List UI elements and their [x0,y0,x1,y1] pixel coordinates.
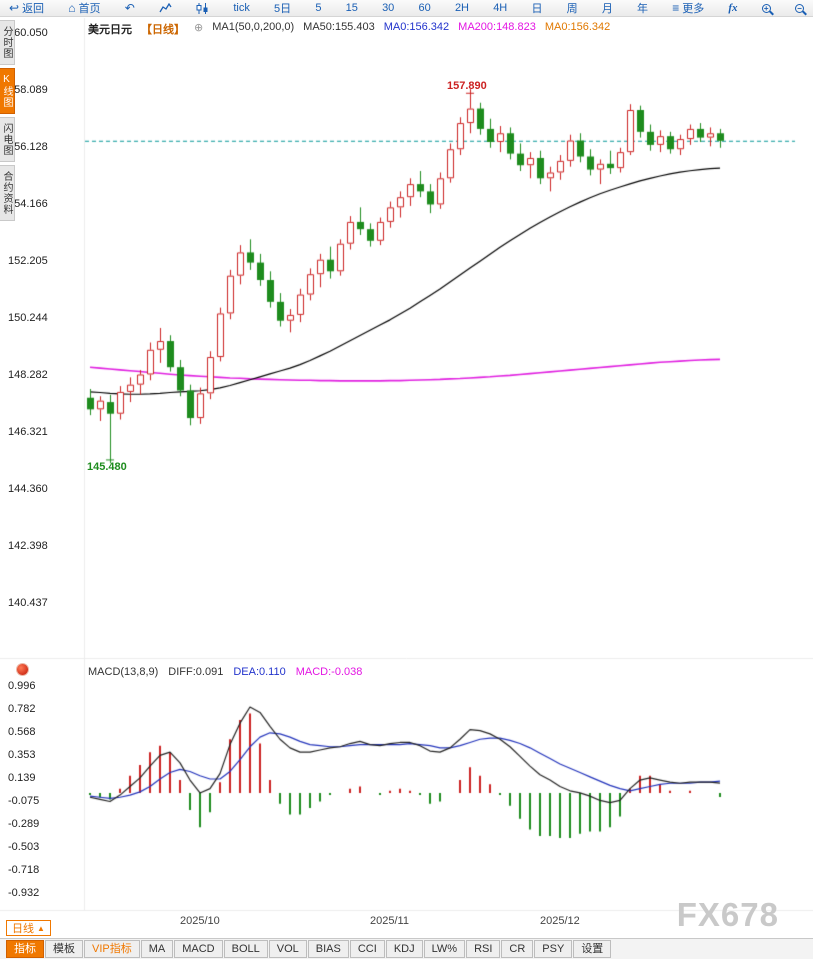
undo-arrow-icon: ↶ [124,1,135,15]
zoom-out-icon: − [794,3,804,13]
period-60-button-label: 60 [418,2,431,14]
chart-title: 美元日元 [88,24,132,36]
watermark: FX678 [676,896,779,933]
period-15-button-label: 15 [345,2,358,14]
period-day-button-label: 日 [531,3,543,15]
period-year-button[interactable]: 年 [634,0,651,16]
period-5day-button[interactable]: 5日 [271,0,294,16]
tab-lwr[interactable]: LW% [423,940,466,958]
bottom-indicator-bar: 指标 模板 VIP指标 MA MACD BOLL VOL BIAS CCI KDJ LW% RSI CR… [0,938,813,959]
line-chart-icon [159,2,172,12]
macd-dea-value: DEA:0.110 [233,666,286,678]
tab-ma[interactable]: MA [140,940,174,958]
period-5-button-label: 5 [315,2,322,14]
period-5day-button-label: 5日 [274,3,292,15]
period-2h-button-label: 2H [454,2,469,14]
x-axis-labels: 2025/10 2025/11 2025/12 [0,915,813,929]
zoom-in-icon: + [761,3,771,13]
sidebar-item-contract-info[interactable]: 合约资料 [0,165,15,221]
back-arrow-icon: ↩ [9,1,20,15]
tab-cci[interactable]: CCI [349,940,385,958]
dropdown-arrow-icon: ▲ [37,923,45,933]
tab-vol[interactable]: VOL [268,940,307,958]
macd-params-label: MACD(13,8,9) [88,666,159,678]
x-axis-label: 2025/11 [370,915,409,927]
more-button[interactable]: ≡ 更多 [669,0,707,16]
current-period-text: 日线 [12,923,34,935]
period-30-button[interactable]: 30 [379,2,397,14]
chart-header: 美元日元 【日线】 ⊕ MA1(50,0,200,0) MA50:155.403 MA0:… [88,21,610,37]
home-icon: ⌂ [68,1,76,15]
high-price-label: 157.890 [447,79,487,92]
period-tick-button-label: tick [233,2,250,14]
zoom-out-button[interactable]: − [792,3,807,13]
more-button-label: 更多 [682,3,705,15]
period-month-button-label: 月 [601,3,613,15]
zoom-in-button[interactable]: + [759,3,774,13]
period-2h-button[interactable]: 2H [452,2,472,14]
formula-button-label: fx [728,2,738,14]
period-4h-button-label: 4H [493,2,508,14]
chart-type-sidebar: 分时图 K线图闪电图合约资料 [0,20,15,221]
refresh-button[interactable]: ↶ [122,2,138,14]
tab-rsi[interactable]: RSI [466,940,501,958]
tab-bias[interactable]: BIAS [307,940,349,958]
tab-cr[interactable]: CR [501,940,534,958]
macd-header: MACD(13,8,9) DIFF:0.091 DEA:0.110 MACD:-0.0… [88,666,362,678]
candle-chart-button[interactable] [193,2,212,14]
ma200-value: MA200:148.823 [458,21,536,33]
home-button-label: 首页 [78,3,101,15]
period-60-button[interactable]: 60 [416,2,434,14]
sidebar-item-kline-chart[interactable]: K线图 [0,68,15,114]
sidebar-item-time-chart[interactable]: 分时图 [0,20,15,65]
formula-button[interactable]: fx [725,2,740,14]
period-4h-button[interactable]: 4H [490,2,510,14]
ma0-value-blue: MA0:156.342 [383,21,450,33]
top-toolbar: ↩ 返回 ⌂ 首页 ↶ tick 5日 5 15 30 60 2H 4H 日 周 月 年 ≡ 更多 fx + − [0,0,813,17]
x-axis-label: 2025/12 [540,915,580,927]
back-button-label: 返回 [22,3,45,15]
ma0-value-orange: MA0:156.342 [544,21,611,33]
period-30-button-label: 30 [382,2,395,14]
line-chart-button[interactable] [156,2,175,14]
candle-chart-icon [196,2,208,14]
indicator-settings-icon[interactable] [17,664,28,675]
period-month-button[interactable]: 月 [599,0,616,16]
tab-boll[interactable]: BOLL [223,940,268,958]
period-year-button-label: 年 [637,3,648,15]
menu-icon: ≡ [672,1,680,15]
chart-period-label: 【日线】 [141,24,185,36]
period-week-button-label: 周 [566,3,578,15]
period-week-button[interactable]: 周 [564,0,581,16]
sidebar-item-lightning-chart[interactable]: 闪电图 [0,117,15,162]
current-period-button[interactable]: 日线 ▲ [6,920,51,936]
tab-indicator[interactable]: 指标 [6,940,44,958]
low-price-label: 145.480 [87,461,127,474]
x-axis-label: 2025/10 [180,915,220,927]
period-day-button[interactable]: 日 [528,0,545,16]
home-button[interactable]: ⌂ 首页 [65,0,103,16]
tab-macd[interactable]: MACD [174,940,223,958]
period-15-button[interactable]: 15 [343,2,361,14]
ma-params-label: MA1(50,0,200,0) [212,21,295,33]
period-tick-button[interactable]: tick [230,2,253,14]
tab-vip-indicator[interactable]: VIP指标 [84,940,140,958]
tab-template[interactable]: 模板 [45,940,83,958]
macd-value: MACD:-0.038 [295,666,363,678]
tab-psy[interactable]: PSY [534,940,573,958]
tab-settings[interactable]: 设置 [573,940,612,958]
tab-kdj[interactable]: KDJ [385,940,423,958]
back-button[interactable]: ↩ 返回 [6,0,47,16]
macd-diff-value: DIFF:0.091 [168,666,224,678]
period-5-button[interactable]: 5 [312,2,324,14]
add-indicator-icon[interactable]: ⊕ [194,22,204,34]
ma50-value: MA50:155.403 [303,21,375,33]
